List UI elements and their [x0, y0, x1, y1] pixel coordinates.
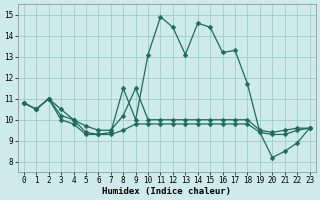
- X-axis label: Humidex (Indice chaleur): Humidex (Indice chaleur): [102, 187, 231, 196]
